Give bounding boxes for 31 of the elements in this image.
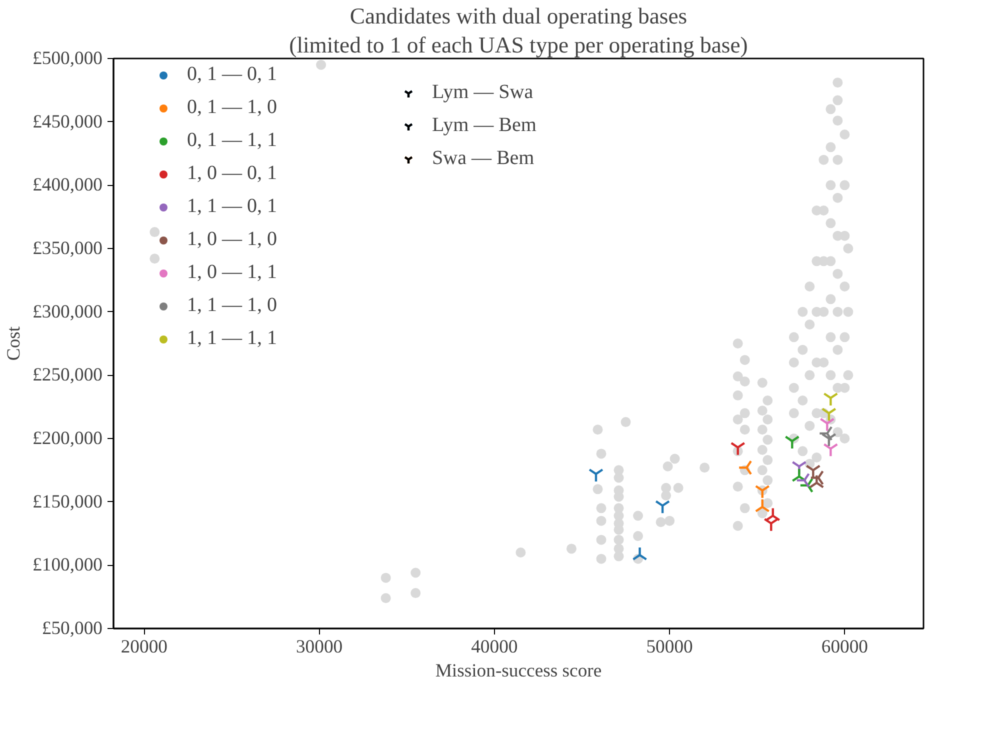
legend-label: 1, 1 — 1, 0	[187, 294, 277, 317]
y-tick-label: £200,000	[32, 428, 103, 449]
legend-label: Lym — Bem	[432, 114, 536, 137]
y-tick-label: £50,000	[42, 618, 103, 639]
y-tick-label: £100,000	[32, 554, 103, 576]
y-tick-label: £350,000	[32, 238, 103, 259]
legend-label: 0, 1 — 1, 1	[187, 129, 277, 152]
chart-title: Candidates with dual operating bases	[350, 4, 688, 28]
legend-label: 1, 1 — 0, 1	[187, 195, 277, 218]
x-tick-label: 30000	[296, 636, 343, 658]
y-tick-label: £400,000	[32, 174, 103, 196]
legend-label: 1, 0 — 1, 0	[187, 228, 277, 251]
x-tick-label: 50000	[646, 636, 693, 658]
legend-label: 1, 1 — 1, 1	[187, 327, 277, 350]
legend-label: 1, 0 — 1, 1	[187, 261, 277, 284]
legend-label: 0, 1 — 1, 0	[187, 96, 277, 119]
legend-label: Lym — Swa	[432, 81, 534, 104]
y-axis-title: Cost	[4, 326, 25, 361]
x-tick-label: 20000	[120, 636, 168, 658]
x-tick-label: 60000	[821, 636, 868, 658]
legend-label: 0, 1 — 0, 1	[187, 63, 277, 86]
legend-label: 1, 0 — 0, 1	[187, 162, 277, 185]
y-tick-label: £150,000	[32, 491, 103, 512]
y-tick-label: £450,000	[32, 111, 103, 132]
y-tick-label: £300,000	[32, 301, 103, 322]
x-tick-label: 40000	[471, 636, 518, 658]
y-tick-label: £250,000	[32, 364, 103, 386]
legend-label: Swa — Bem	[432, 147, 534, 170]
x-axis-title: Mission-success score	[435, 660, 602, 682]
y-tick-label: £500,000	[32, 48, 103, 69]
chart-subtitle: (limited to 1 of each UAS type per operating base)	[289, 32, 748, 58]
